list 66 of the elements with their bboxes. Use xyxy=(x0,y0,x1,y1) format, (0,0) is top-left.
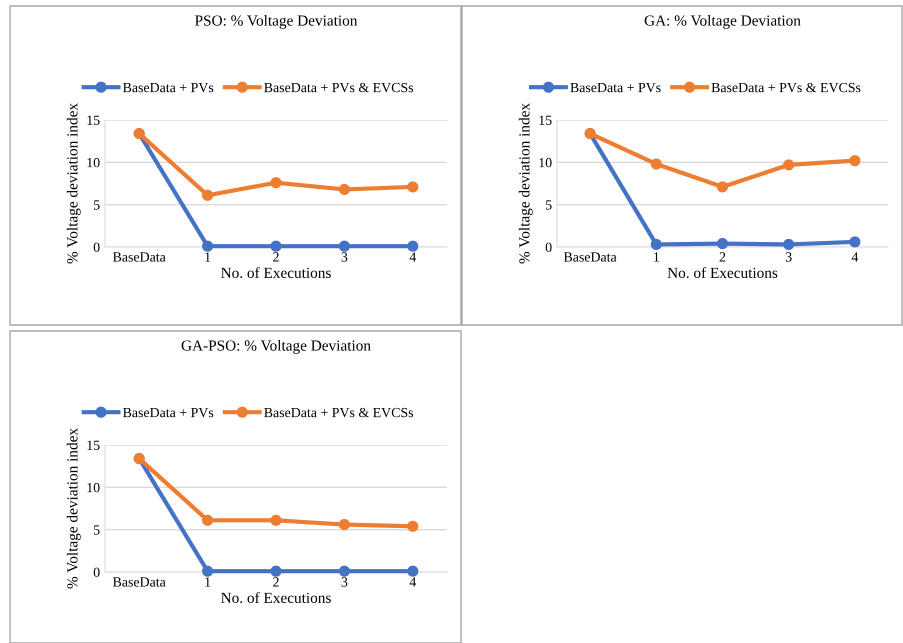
point xyxy=(650,238,662,250)
y-tick-label: 15 xyxy=(87,116,100,125)
x-tick-label: 2 xyxy=(273,577,279,586)
x-tick-label: 2 xyxy=(273,252,279,262)
x-tick-label: BaseData xyxy=(564,252,617,262)
x-tick-label: BaseData xyxy=(112,252,166,262)
y-tick-label: 10 xyxy=(87,158,100,168)
legend-label: BaseData + PVs xyxy=(123,82,214,92)
point xyxy=(202,190,214,201)
point xyxy=(407,566,418,577)
point xyxy=(270,240,282,252)
point xyxy=(270,514,282,526)
point xyxy=(407,240,418,252)
point xyxy=(202,240,214,252)
legend-label: BaseData + PVs & EVCSs xyxy=(264,408,414,418)
x-tick-label: 3 xyxy=(786,252,792,262)
x-tick-label: 4 xyxy=(410,252,416,262)
y-tick-label: 5 xyxy=(94,200,100,210)
x-tick-label: 1 xyxy=(654,252,659,262)
y-tick-label: 0 xyxy=(94,242,100,252)
x-tick-label: 1 xyxy=(205,252,210,262)
point xyxy=(338,566,350,577)
point xyxy=(338,519,350,530)
point xyxy=(783,238,794,250)
point xyxy=(338,240,350,252)
x-axis-title: No. of Executions xyxy=(221,592,331,604)
x-tick-label: 2 xyxy=(720,252,726,262)
y-tick-label: 0 xyxy=(94,568,100,577)
x-tick-label: 4 xyxy=(852,252,858,262)
x-tick-label: BaseData xyxy=(112,577,166,587)
x-tick-label: 4 xyxy=(410,577,416,586)
y-axis-title: % Voltage deviation index xyxy=(66,103,81,264)
y-axis-title: % Voltage deviation index xyxy=(518,103,533,264)
point xyxy=(849,236,860,248)
y-tick-label: 15 xyxy=(539,116,552,125)
y-tick-label: 10 xyxy=(539,158,552,168)
x-axis-title: No. of Executions xyxy=(668,267,778,278)
point xyxy=(407,520,418,532)
x-tick-label: 1 xyxy=(205,577,210,586)
point xyxy=(202,566,214,577)
legend-label: BaseData + PVs & EVCSs xyxy=(264,82,414,92)
point xyxy=(716,181,728,192)
legend-label: BaseData + PVs & EVCSs xyxy=(712,82,860,92)
legend-label: BaseData + PVs xyxy=(123,408,214,418)
x-tick-label: 3 xyxy=(342,577,348,587)
point xyxy=(849,155,860,166)
point xyxy=(270,566,282,577)
point xyxy=(407,181,418,192)
point xyxy=(716,238,728,250)
point xyxy=(270,177,282,188)
point xyxy=(783,159,794,170)
point xyxy=(338,184,350,195)
x-tick-label: 3 xyxy=(342,252,348,262)
chart-title: GA: % Voltage Deviation xyxy=(644,14,801,29)
y-tick-label: 15 xyxy=(87,440,100,450)
y-tick-label: 0 xyxy=(546,242,552,252)
y-tick-label: 5 xyxy=(546,200,552,210)
chart-title: GA-PSO: % Voltage Deviation xyxy=(182,340,371,354)
point xyxy=(202,514,214,526)
y-tick-label: 5 xyxy=(94,525,100,535)
legend-label: BaseData + PVs xyxy=(570,82,661,92)
x-axis-title: No. of Executions xyxy=(221,267,331,278)
chart-title: PSO: % Voltage Deviation xyxy=(195,14,358,29)
point xyxy=(650,158,662,170)
y-tick-label: 10 xyxy=(87,482,100,492)
y-axis-title: % Voltage deviation index xyxy=(66,428,81,589)
